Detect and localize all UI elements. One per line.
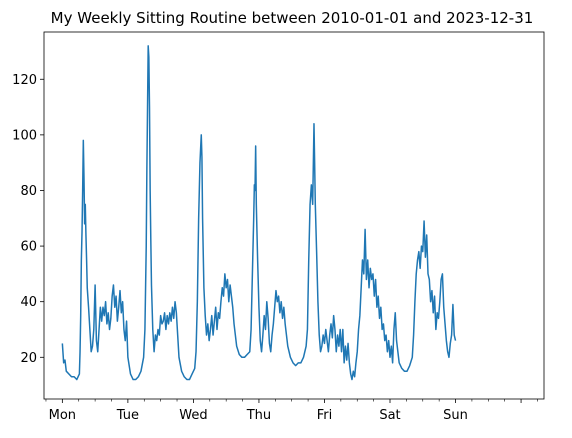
x-tick-label: Mon [49, 408, 76, 423]
x-tick-label: Sun [443, 408, 468, 423]
y-axis: 20 40 60 80 100 120 [12, 73, 44, 366]
plot-frame [43, 31, 545, 400]
x-tick-label: Sat [379, 408, 400, 423]
y-tick-label: 120 [12, 73, 37, 88]
y-tick-label: 60 [20, 240, 37, 255]
y-tick-label: 40 [20, 295, 37, 310]
y-tick-label: 20 [20, 351, 37, 366]
x-tick-label: Wed [179, 408, 207, 423]
x-tick-label: Fri [317, 408, 333, 423]
x-tick-label: Thu [246, 408, 271, 423]
series-layer [61, 45, 457, 381]
x-tick-label: Tue [116, 408, 139, 423]
x-axis: Mon Tue Wed Thu Fri Sat Sun [45, 399, 538, 423]
y-tick-label: 100 [12, 128, 37, 143]
axes-frame [43, 31, 545, 400]
chart-title: My Weekly Sitting Routine between 2010-0… [51, 9, 534, 27]
y-tick-label: 80 [20, 184, 37, 199]
series-line [61, 45, 457, 381]
